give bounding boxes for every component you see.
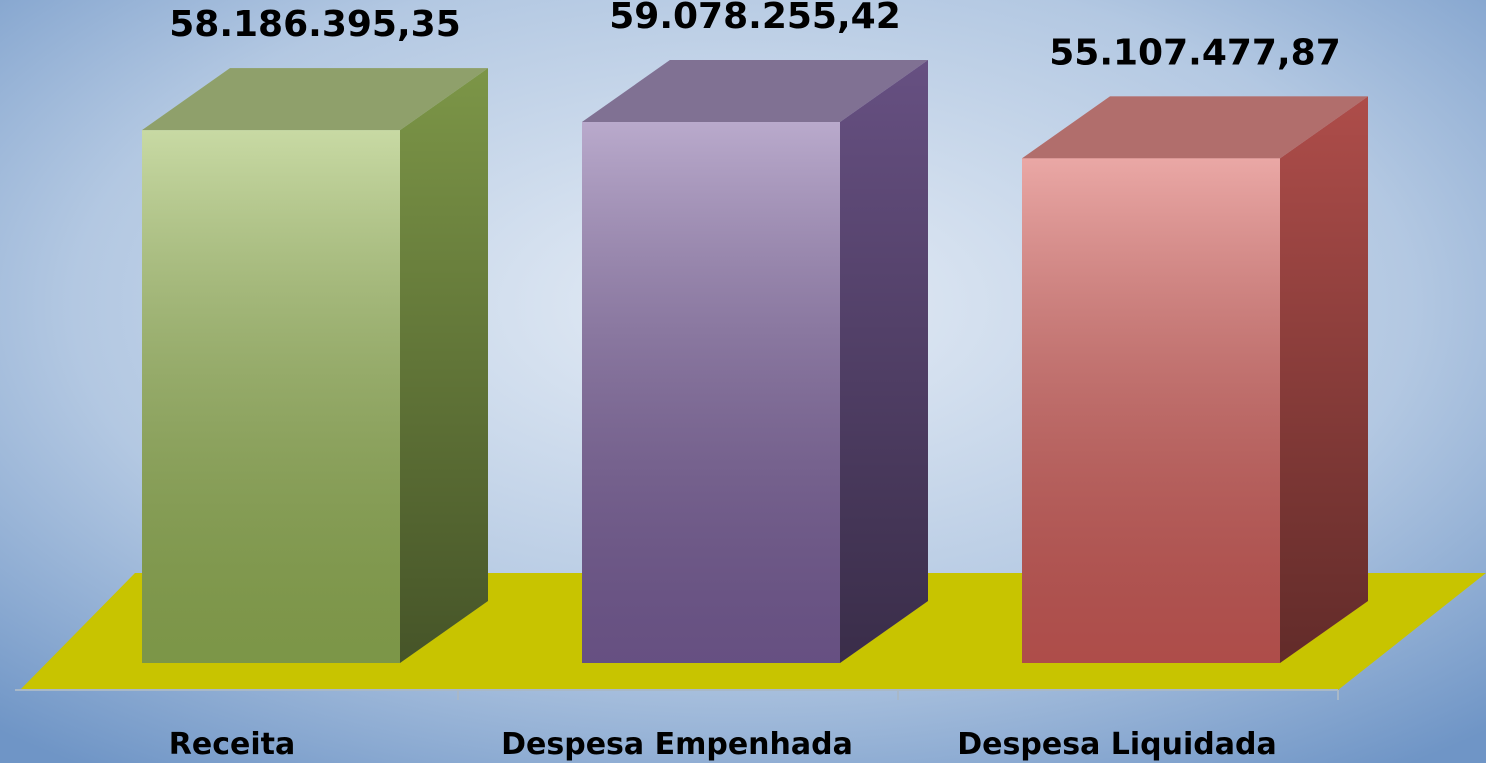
value-label: 55.107.477,87: [1049, 32, 1341, 73]
category-label: Receita: [169, 727, 295, 762]
category-label: Despesa Liquidada: [957, 727, 1276, 762]
bar-shine: [582, 122, 840, 663]
value-label: 58.186.395,35: [169, 4, 461, 45]
bar-side-shade: [1280, 96, 1368, 663]
bar-side-shade: [840, 60, 928, 663]
bar-top: [582, 60, 928, 122]
labels: 58.186.395,35 Receita 59.078.255,42 Despesa…: [169, 0, 1341, 762]
bar-top: [1022, 96, 1368, 159]
category-label: Despesa Empenhada: [501, 727, 853, 762]
bars: [142, 60, 1368, 664]
bar-top-shade: [582, 60, 928, 122]
bar-top-shade: [1022, 96, 1368, 159]
bar-top: [142, 68, 488, 131]
value-label: 59.078.255,42: [609, 0, 901, 37]
bar-shine: [142, 130, 400, 664]
bar-side-shade: [400, 68, 488, 664]
bar-shine: [1022, 158, 1280, 663]
bar-top-shade: [142, 68, 488, 131]
